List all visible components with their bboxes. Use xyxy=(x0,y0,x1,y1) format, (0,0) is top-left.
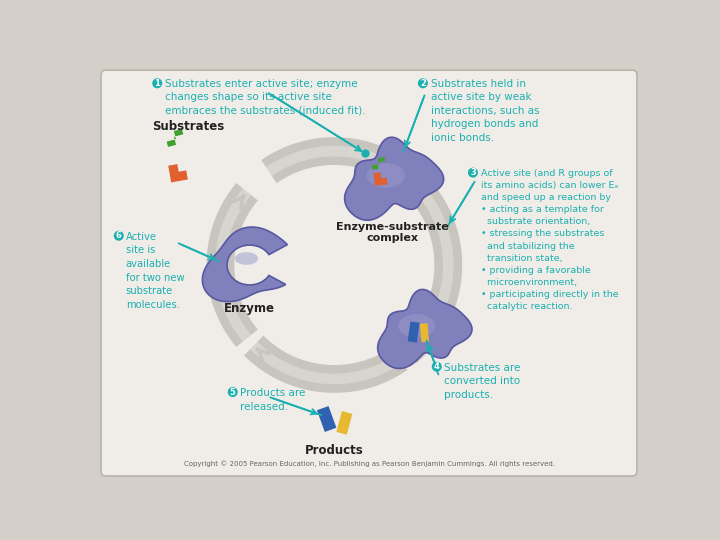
FancyBboxPatch shape xyxy=(101,70,637,476)
Polygon shape xyxy=(408,321,420,342)
Polygon shape xyxy=(317,406,336,432)
Text: Substrates enter active site; enzyme
changes shape so its active site
embraces t: Substrates enter active site; enzyme cha… xyxy=(165,79,366,116)
Text: Substrates: Substrates xyxy=(152,120,224,133)
Text: Copyright © 2005 Pearson Education, Inc. Publishing as Pearson Benjamin Cummings: Copyright © 2005 Pearson Education, Inc.… xyxy=(184,460,554,467)
Polygon shape xyxy=(168,164,188,183)
Circle shape xyxy=(228,387,238,397)
Polygon shape xyxy=(372,157,385,170)
Polygon shape xyxy=(398,314,435,338)
Polygon shape xyxy=(374,172,387,186)
Circle shape xyxy=(418,78,428,88)
Text: Enzyme: Enzyme xyxy=(224,302,275,315)
Text: Products are
released.: Products are released. xyxy=(240,388,305,412)
Text: 3: 3 xyxy=(470,168,476,177)
Text: Active
site is
available
for two new
substrate
molecules.: Active site is available for two new sub… xyxy=(126,232,184,310)
Text: Enzyme-substrate
complex: Enzyme-substrate complex xyxy=(336,222,449,244)
Polygon shape xyxy=(378,289,472,368)
Text: 2: 2 xyxy=(420,79,426,88)
Circle shape xyxy=(114,231,124,241)
Circle shape xyxy=(152,78,162,88)
Text: 6: 6 xyxy=(116,231,122,240)
Text: Substrates held in
active site by weak
interactions, such as
hydrogen bonds and
: Substrates held in active site by weak i… xyxy=(431,79,539,143)
Circle shape xyxy=(432,362,442,372)
Polygon shape xyxy=(345,137,444,220)
Polygon shape xyxy=(366,163,405,188)
Text: 1: 1 xyxy=(154,79,160,88)
Text: 5: 5 xyxy=(230,388,235,396)
Text: 4: 4 xyxy=(434,362,440,371)
Polygon shape xyxy=(202,227,287,302)
Polygon shape xyxy=(336,411,352,435)
Polygon shape xyxy=(235,252,258,265)
Circle shape xyxy=(468,167,478,178)
Text: Active site (and R groups of
its amino acids) can lower Eₐ
and speed up a reacti: Active site (and R groups of its amino a… xyxy=(481,168,618,312)
Polygon shape xyxy=(166,129,184,147)
Text: Substrates are
converted into
products.: Substrates are converted into products. xyxy=(444,363,521,400)
Polygon shape xyxy=(420,323,429,342)
Text: Products: Products xyxy=(305,444,364,457)
